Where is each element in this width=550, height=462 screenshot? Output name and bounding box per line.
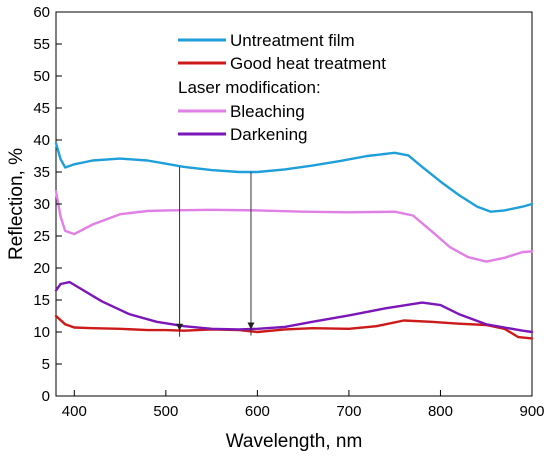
y-tick-label: 30 bbox=[33, 196, 50, 213]
y-tick-label: 25 bbox=[33, 228, 50, 245]
legend-subheading: Laser modification: bbox=[178, 78, 321, 97]
series-line-bleaching bbox=[54, 189, 534, 263]
arrow-head-1 bbox=[176, 323, 184, 331]
x-tick-label: 700 bbox=[336, 403, 361, 420]
series-layer bbox=[54, 141, 534, 340]
y-tick-label: 10 bbox=[33, 324, 50, 341]
y-tick-label: 20 bbox=[33, 260, 50, 277]
arrow-head-2 bbox=[247, 322, 255, 330]
legend-label-darkening: Darkening bbox=[230, 125, 308, 144]
y-tick-label: 55 bbox=[33, 36, 50, 53]
x-tick-label: 600 bbox=[245, 403, 270, 420]
y-tick-label: 0 bbox=[42, 388, 50, 405]
annotation-layer bbox=[176, 166, 255, 337]
y-ticks: 0 5 10 15 20 25 30 35 40 45 50 55 60 bbox=[33, 4, 62, 405]
legend: Untreatment film Good heat treatment Las… bbox=[178, 31, 386, 144]
y-tick-label: 35 bbox=[33, 164, 50, 181]
series-line-good-heat-treatment bbox=[54, 314, 534, 340]
y-axis-title: Reflection, % bbox=[6, 148, 27, 260]
y-tick-label: 60 bbox=[33, 4, 50, 21]
y-tick-label: 15 bbox=[33, 292, 50, 309]
x-tick-label: 900 bbox=[519, 403, 544, 420]
legend-label-bleaching: Bleaching bbox=[230, 102, 305, 121]
y-tick-label: 5 bbox=[42, 356, 50, 373]
series-line-darkening bbox=[54, 280, 534, 334]
series-line-untreatment-film bbox=[54, 141, 534, 213]
legend-label-heat-treatment: Good heat treatment bbox=[230, 54, 386, 73]
x-tick-label: 800 bbox=[428, 403, 453, 420]
x-tick-label: 500 bbox=[153, 403, 178, 420]
y-tick-label: 45 bbox=[33, 100, 50, 117]
x-axis-title: Wavelength, nm bbox=[226, 431, 363, 452]
x-ticks: 400 500 600 700 800 900 bbox=[62, 390, 545, 420]
x-tick-label: 400 bbox=[62, 403, 87, 420]
y-tick-label: 40 bbox=[33, 132, 50, 149]
legend-label-untreatment: Untreatment film bbox=[230, 31, 355, 50]
y-tick-label: 50 bbox=[33, 68, 50, 85]
